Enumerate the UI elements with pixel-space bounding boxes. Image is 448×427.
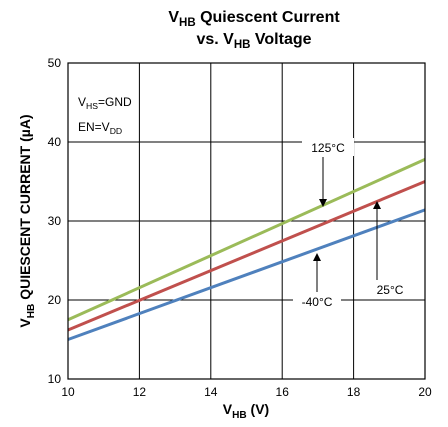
plot-frame: [67, 62, 426, 380]
arrow-neg40c-head: [313, 253, 321, 261]
annotation-25c: 25°C: [365, 201, 415, 298]
x-tick-label: 10: [61, 385, 75, 399]
label-box-neg40c: [293, 292, 341, 310]
x-tick-label: 16: [276, 385, 290, 399]
arrow-25c-head: [373, 201, 381, 209]
series-label-25c: 25°C: [377, 283, 404, 297]
series-label-neg40c: -40°C: [302, 295, 333, 309]
label-box-125c: [302, 138, 354, 156]
label-box-25c: [365, 280, 415, 298]
series-line-2: [67, 208, 426, 341]
x-tick-label: 12: [133, 385, 147, 399]
series-layer: [67, 158, 426, 341]
series-line-0: [67, 158, 426, 322]
series-label-125c: 125°C: [311, 141, 345, 155]
x-tick-labels: 10 12 14 16 18 20: [61, 385, 432, 399]
y-tick-label: 30: [48, 214, 62, 228]
annotation-neg40c: -40°C: [293, 253, 341, 310]
chart-title-line1: VHB Quiescent Current: [168, 9, 340, 29]
x-tick-label: 18: [347, 385, 361, 399]
y-tick-label: 40: [48, 135, 62, 149]
condition-vhs: VHS=GND: [78, 95, 132, 111]
y-tick-labels: 10 20 30 40 50: [48, 56, 62, 386]
x-axis-label: VHB (V): [223, 401, 269, 421]
x-tick-label: 14: [204, 385, 218, 399]
chart-title-line2: vs. VHB Voltage: [196, 31, 311, 51]
condition-en: EN=VDD: [78, 120, 122, 136]
x-tick-label: 20: [418, 385, 432, 399]
arrow-125c-head: [319, 199, 327, 207]
y-tick-label: 10: [48, 372, 62, 386]
y-tick-label: 20: [48, 293, 62, 307]
y-tick-label: 50: [48, 56, 62, 70]
annotation-125c: 125°C: [302, 138, 354, 207]
grid: [67, 62, 426, 380]
series-line-1: [67, 180, 426, 332]
y-axis-label: VHB QUIESCENT CURRENT (µA): [17, 114, 37, 327]
